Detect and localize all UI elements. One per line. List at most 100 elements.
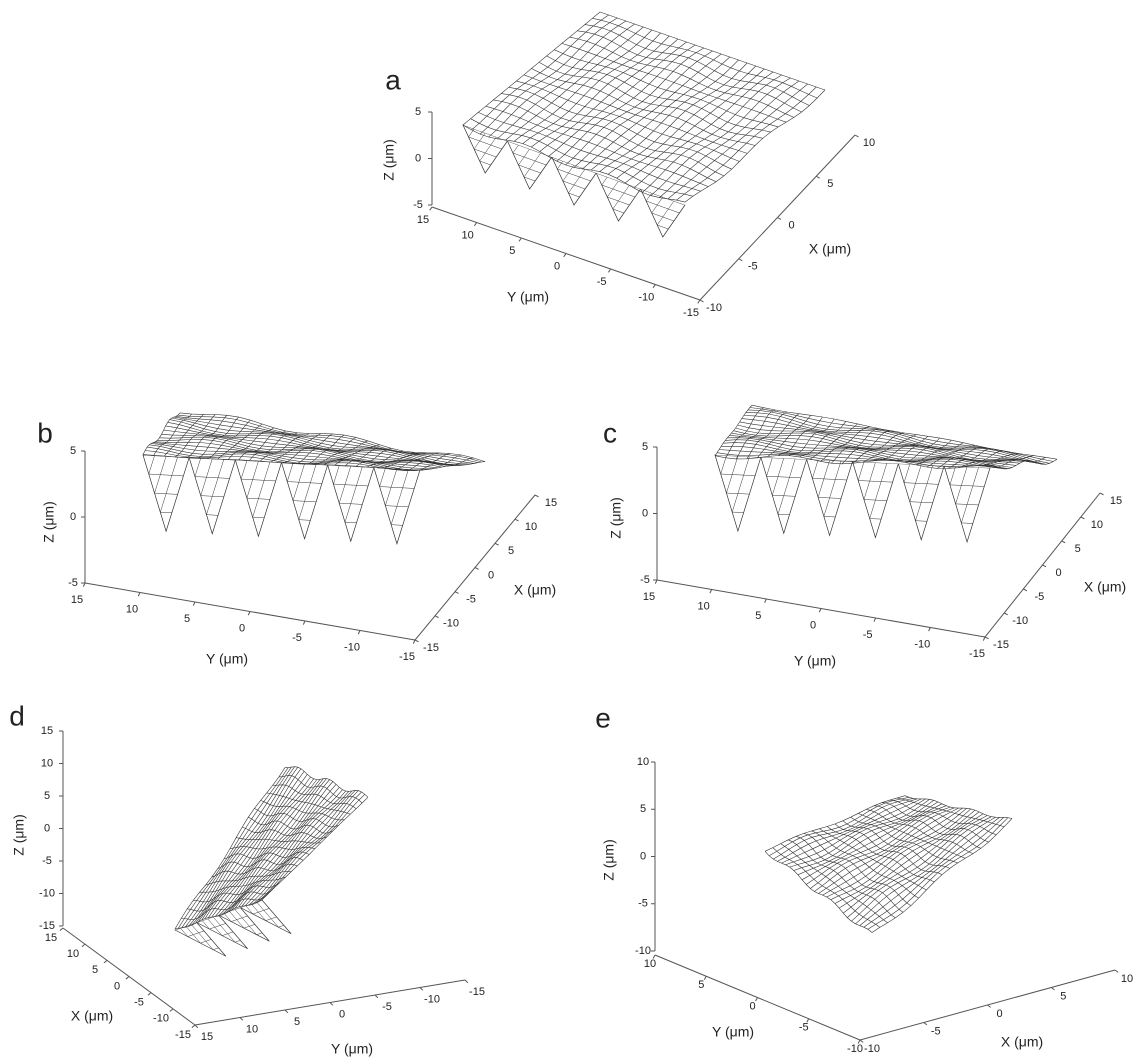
x-tick <box>414 639 419 643</box>
y-tick-label: 5 <box>755 610 761 622</box>
mesh-line <box>206 459 225 515</box>
mesh-line <box>153 442 439 469</box>
mesh-line <box>720 473 756 476</box>
x-axis-label: X (μm) <box>1084 579 1126 595</box>
y-axis-label: Y (μm) <box>794 653 836 669</box>
mesh-line <box>390 469 409 525</box>
mesh-line <box>187 930 205 937</box>
z-tick-label: 10 <box>637 756 649 768</box>
y-tick-label: 15 <box>71 594 83 606</box>
mesh-line <box>518 148 530 166</box>
z-tick-label: 0 <box>44 822 50 834</box>
mesh-line <box>285 766 369 798</box>
z-tick-label: 15 <box>41 725 53 737</box>
mesh-line <box>955 466 968 504</box>
x-tick <box>1080 516 1085 520</box>
y-tick-label: 10 <box>246 1023 258 1035</box>
z-axis-label: Z (μm) <box>608 497 624 539</box>
y-tick-label: 5 <box>698 979 704 991</box>
mesh-line <box>766 475 801 479</box>
mesh-line <box>250 903 266 921</box>
z-axis-label: Z (μm) <box>381 139 397 181</box>
y-tick <box>652 954 656 959</box>
x-axis-label: X (μm) <box>514 582 556 598</box>
mesh-line <box>512 144 519 154</box>
mesh-line <box>163 429 457 466</box>
mesh-line <box>252 516 265 519</box>
mesh-line <box>599 11 826 91</box>
z-tick-label: 0 <box>640 850 646 862</box>
x-tick-label: 10 <box>1121 973 1133 985</box>
mesh-line <box>863 462 876 500</box>
mesh-line <box>223 851 310 860</box>
mesh-line <box>200 458 213 496</box>
z-tick-label: -5 <box>68 577 78 589</box>
y-tick <box>82 582 86 587</box>
y-tick-label: -15 <box>399 651 415 663</box>
y-tick-label: 0 <box>749 1000 755 1012</box>
mesh-line <box>344 521 357 524</box>
mesh-line <box>741 418 1039 464</box>
panel-label: b <box>37 417 53 448</box>
mesh-line <box>501 93 725 177</box>
x-tick <box>147 992 152 996</box>
x-tick-label: 5 <box>1075 543 1081 555</box>
mesh-line <box>780 843 888 923</box>
mesh-line <box>180 927 188 937</box>
mesh-line <box>209 923 226 930</box>
mesh-line <box>157 439 446 467</box>
x-tick-label: -10 <box>706 302 722 314</box>
mesh-line <box>248 816 333 834</box>
z-tick-label: 10 <box>41 757 53 769</box>
mesh-line <box>160 511 172 514</box>
mesh-line <box>254 808 339 828</box>
x-tick-label: -15 <box>175 1029 191 1041</box>
y-tick-label: 0 <box>339 1008 345 1020</box>
mesh-line <box>191 924 214 950</box>
x-tick-label: 5 <box>508 545 514 557</box>
mesh-line <box>523 74 748 154</box>
mesh-line <box>817 460 830 498</box>
mesh-line <box>881 802 989 843</box>
mesh-line <box>723 442 1005 470</box>
mesh-line <box>546 55 771 133</box>
x-tick-label: 10 <box>1091 519 1103 531</box>
mesh-line <box>344 466 363 523</box>
y-tick <box>806 1018 810 1023</box>
y-axis-label: Y (μm) <box>331 1041 373 1057</box>
x-tick-label: 5 <box>827 178 833 190</box>
x-tick <box>434 615 439 619</box>
y-tick <box>357 630 361 635</box>
mesh-line <box>766 457 773 477</box>
mesh-line <box>657 200 675 226</box>
y-tick <box>703 976 707 980</box>
mesh-line <box>468 128 475 138</box>
z-tick-label: -5 <box>413 199 423 211</box>
mesh-line <box>193 882 280 903</box>
z-tick-label: -5 <box>640 574 650 586</box>
x-tick-label: -15 <box>993 639 1009 651</box>
z-axis-label: Z (μm) <box>11 814 27 856</box>
y-tick <box>247 611 251 616</box>
z-tick-label: -10 <box>39 887 55 899</box>
x-tick <box>59 927 64 931</box>
mesh-line <box>272 784 357 809</box>
mesh-line <box>857 461 865 481</box>
y-tick-label: -5 <box>597 276 607 288</box>
y-tick-label: 10 <box>126 603 138 615</box>
mesh-line <box>292 463 305 501</box>
x-tick-label: -10 <box>153 1013 169 1025</box>
mesh-line <box>148 473 184 477</box>
z-tick-label: -5 <box>42 855 52 867</box>
mesh-line <box>149 444 431 471</box>
mesh-line <box>961 467 979 523</box>
mesh-line <box>385 468 398 506</box>
z-tick-label: 5 <box>70 445 76 457</box>
mesh-line <box>607 180 619 198</box>
x-tick <box>984 636 989 640</box>
z-tick-label: 5 <box>44 790 50 802</box>
x-tick-label: -10 <box>1012 615 1028 627</box>
mesh-line <box>287 463 294 482</box>
mesh-surface <box>175 765 368 930</box>
y-tick-label: -10 <box>424 993 440 1005</box>
